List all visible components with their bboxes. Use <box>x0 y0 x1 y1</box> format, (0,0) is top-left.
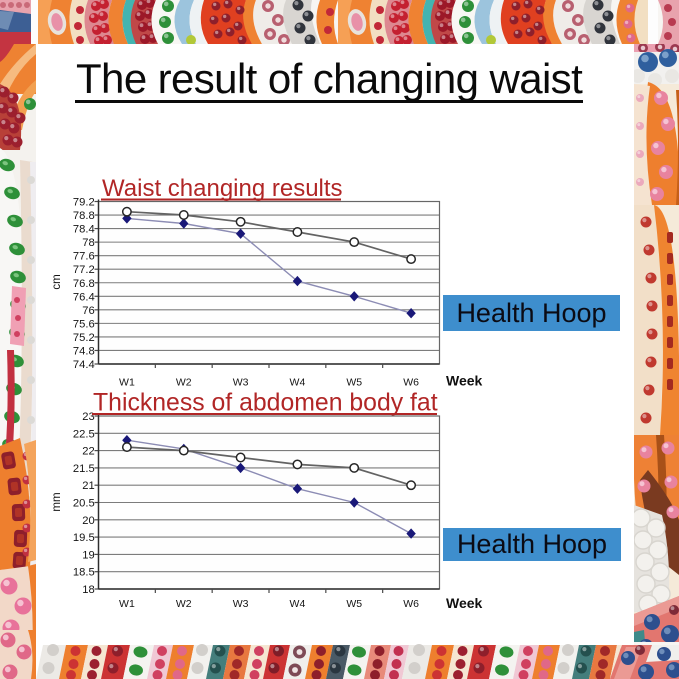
svg-text:75.2: 75.2 <box>73 332 95 344</box>
svg-text:75.6: 75.6 <box>73 318 95 330</box>
svg-text:76.4: 76.4 <box>73 291 95 303</box>
svg-text:Waist changing results: Waist changing results <box>102 175 343 202</box>
svg-text:20.5: 20.5 <box>73 498 95 510</box>
svg-text:mm: mm <box>51 492 63 511</box>
svg-text:W6: W6 <box>403 598 419 610</box>
svg-text:W1: W1 <box>119 598 135 610</box>
svg-text:W3: W3 <box>233 377 249 389</box>
svg-text:18.5: 18.5 <box>73 567 95 579</box>
svg-text:W2: W2 <box>176 598 192 610</box>
svg-text:W5: W5 <box>346 598 362 610</box>
svg-text:77.6: 77.6 <box>73 251 95 263</box>
svg-text:76: 76 <box>82 305 94 317</box>
svg-text:20: 20 <box>82 515 94 527</box>
svg-text:W4: W4 <box>290 598 306 610</box>
svg-text:21: 21 <box>82 480 94 492</box>
svg-text:W5: W5 <box>346 377 362 389</box>
svg-text:78.8: 78.8 <box>73 210 95 222</box>
svg-text:74.4: 74.4 <box>73 359 95 371</box>
svg-text:W1: W1 <box>119 377 135 389</box>
svg-text:79.2: 79.2 <box>73 197 95 209</box>
svg-text:Thickness of abdomen body fat: Thickness of abdomen body fat <box>93 390 438 417</box>
svg-text:cm: cm <box>51 274 63 289</box>
svg-text:W3: W3 <box>233 598 249 610</box>
svg-text:22: 22 <box>82 446 94 458</box>
svg-text:77.2: 77.2 <box>73 264 95 276</box>
svg-text:23: 23 <box>82 411 94 423</box>
svg-text:19.5: 19.5 <box>73 532 95 544</box>
svg-text:Week: Week <box>446 373 483 389</box>
svg-text:76.8: 76.8 <box>73 278 95 290</box>
svg-text:19: 19 <box>82 549 94 561</box>
svg-text:W6: W6 <box>403 377 419 389</box>
svg-text:Week: Week <box>446 595 483 611</box>
svg-text:18: 18 <box>82 584 94 596</box>
svg-text:78: 78 <box>82 237 94 249</box>
svg-text:W2: W2 <box>176 377 192 389</box>
svg-text:74.8: 74.8 <box>73 345 95 357</box>
svg-text:78.4: 78.4 <box>73 224 95 236</box>
svg-text:W4: W4 <box>290 377 306 389</box>
svg-text:22.5: 22.5 <box>73 428 95 440</box>
svg-text:21.5: 21.5 <box>73 463 95 475</box>
